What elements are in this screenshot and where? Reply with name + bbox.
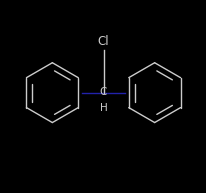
Text: H: H — [99, 103, 107, 113]
Text: C: C — [99, 87, 107, 97]
Text: Cl: Cl — [97, 35, 109, 48]
